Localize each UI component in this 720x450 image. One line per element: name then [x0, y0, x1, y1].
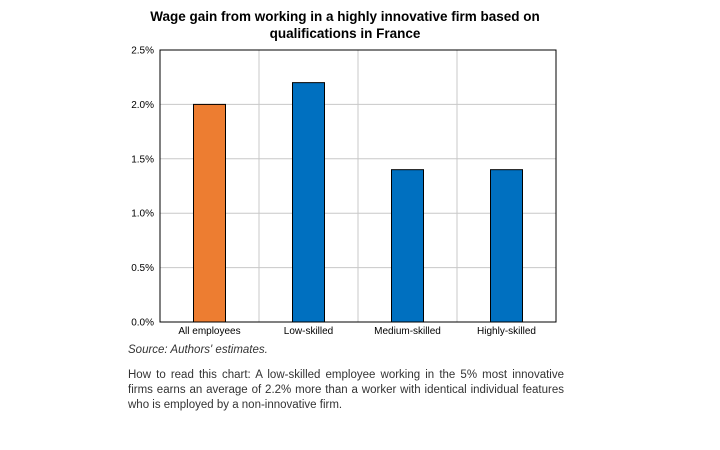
- how-to-read-note: How to read this chart: A low-skilled em…: [128, 369, 564, 411]
- y-tick-label: 1.5%: [131, 154, 154, 165]
- plot-frame: [159, 49, 557, 323]
- bars: [193, 82, 523, 323]
- x-axis-ticks: All employees Low-skilled Medium-skilled Hi…: [178, 326, 536, 337]
- y-tick-label: 0.0%: [131, 318, 154, 329]
- bar-all-employees: [193, 103, 226, 323]
- y-tick-label: 0.5%: [131, 263, 154, 274]
- chart-title: Wage gain from working in a highly innov…: [150, 9, 540, 41]
- y-tick-label: 2.0%: [131, 100, 154, 111]
- y-tick-label: 1.0%: [131, 209, 154, 220]
- x-tick-label: Highly-skilled: [477, 326, 536, 337]
- bar-low-skilled: [292, 82, 325, 323]
- x-tick-label: Medium-skilled: [374, 326, 441, 337]
- x-tick-label: All employees: [178, 326, 240, 337]
- bar-highly-skilled: [490, 169, 523, 323]
- source-note: Source: Authors' estimates.: [128, 344, 268, 356]
- y-tick-label: 2.5%: [131, 46, 154, 57]
- y-axis-ticks: 0.0% 0.5% 1.0% 1.5% 2.0% 2.5%: [131, 46, 154, 329]
- x-tick-label: Low-skilled: [284, 326, 333, 337]
- bar-medium-skilled: [391, 169, 424, 323]
